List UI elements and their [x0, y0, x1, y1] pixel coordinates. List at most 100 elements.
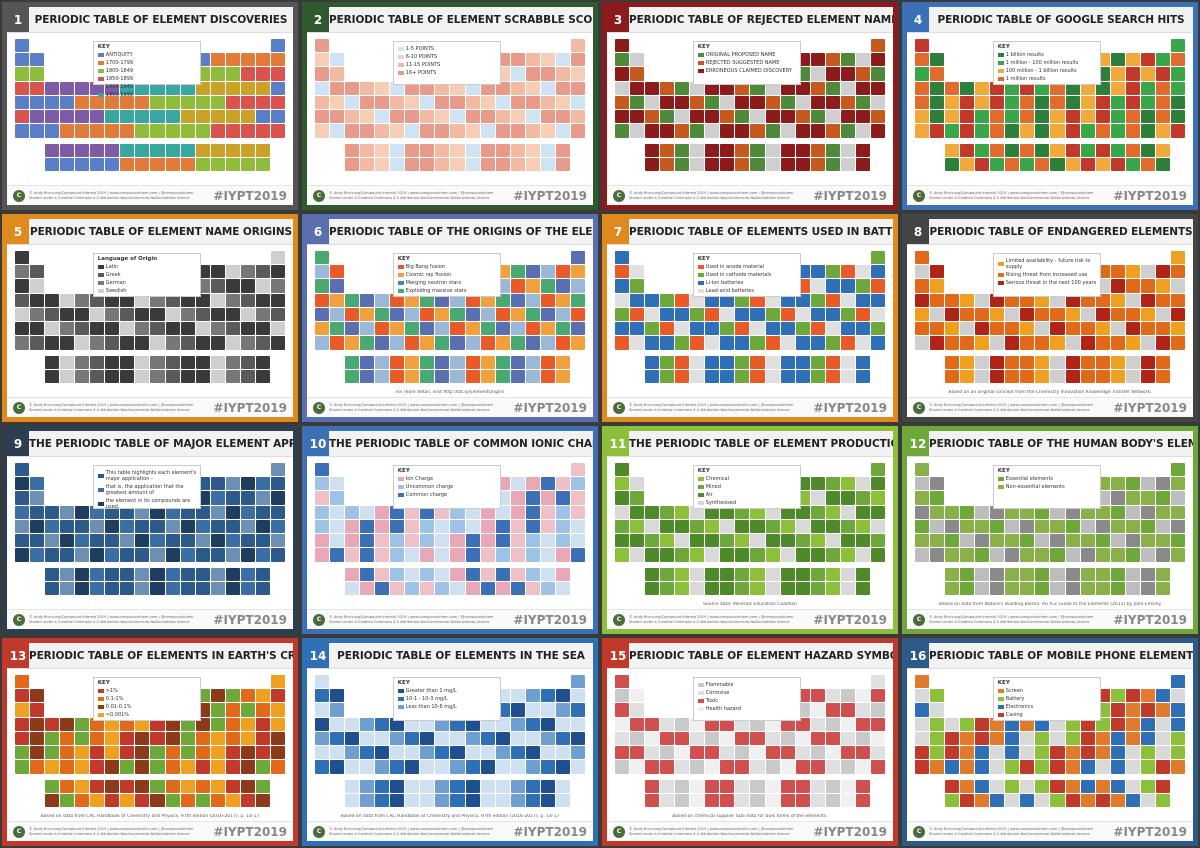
element-cell	[1170, 731, 1185, 746]
element-cell	[1170, 491, 1185, 505]
element-cell	[1035, 322, 1050, 336]
element-cell	[480, 548, 495, 562]
element-cell	[165, 307, 180, 322]
element-cell	[510, 110, 525, 124]
element-cell	[870, 505, 885, 519]
element-cell	[270, 746, 285, 760]
credit-line-1: © Andy Brunning/Compound Interest 2019 |…	[29, 614, 194, 619]
element-cell	[420, 157, 435, 171]
element-cell	[705, 581, 720, 595]
element-cell	[240, 95, 255, 110]
key-swatch	[697, 691, 704, 695]
element-cell	[15, 336, 30, 350]
element-cell	[210, 67, 225, 81]
element-cell	[645, 369, 660, 383]
element-cell	[375, 505, 390, 519]
element-cell	[510, 779, 525, 793]
element-cell	[1125, 793, 1140, 807]
key-swatch	[997, 69, 1004, 73]
element-cell	[960, 307, 975, 322]
element-cell	[945, 746, 960, 760]
element-cell	[45, 746, 60, 760]
compound-interest-logo: C	[913, 189, 925, 202]
element-cell	[540, 322, 555, 336]
element-cell	[1125, 157, 1140, 171]
element-cell	[60, 293, 75, 307]
poster-title-bar: 15 PERIODIC TABLE OF ELEMENT HAZARD SYMBO…	[607, 643, 893, 669]
element-cell	[720, 731, 735, 746]
element-cell	[375, 534, 390, 548]
element-cell	[120, 355, 135, 369]
key-label: Electronics	[1005, 704, 1034, 710]
poster-footer: C © Andy Brunning/Compound Interest 2019 …	[607, 185, 893, 205]
element-cell	[930, 124, 945, 138]
element-cell	[570, 67, 585, 81]
poster-number: 8	[907, 219, 929, 244]
element-cell	[240, 110, 255, 124]
hashtag: #IYPT2019	[813, 824, 887, 839]
key-swatch	[697, 265, 704, 269]
element-cell	[855, 124, 870, 138]
poster-footer: C © Andy Brunning/Compound Interest 2019 …	[307, 397, 593, 417]
element-cell	[1095, 157, 1110, 171]
element-cell	[870, 67, 885, 81]
element-cell	[1140, 157, 1155, 171]
element-cell	[45, 293, 60, 307]
element-cell	[825, 279, 840, 293]
element-cell	[375, 717, 390, 731]
element-cell	[990, 731, 1005, 746]
element-cell	[105, 307, 120, 322]
element-cell	[330, 110, 345, 124]
element-cell	[735, 760, 750, 774]
element-cell	[1080, 731, 1095, 746]
element-cell	[255, 322, 270, 336]
element-cell	[795, 369, 810, 383]
poster-footer: C © Andy Brunning/Compound Interest 2019 …	[7, 821, 293, 841]
compound-interest-logo: C	[313, 825, 325, 838]
element-cell	[120, 336, 135, 350]
key-item: Chemical	[697, 476, 797, 482]
element-cell	[225, 548, 240, 562]
element-cell	[270, 491, 285, 505]
element-cell	[120, 567, 135, 581]
element-cell	[330, 307, 345, 322]
element-cell	[525, 322, 540, 336]
key-label: Essential elements	[1005, 476, 1054, 482]
compound-interest-logo: C	[913, 401, 925, 414]
element-cell	[450, 143, 465, 157]
key-label: Greater than 1 mg/L	[405, 688, 457, 694]
poster: 1 PERIODIC TABLE OF ELEMENT DISCOVERIES KE…	[2, 2, 298, 210]
element-cell	[480, 336, 495, 350]
element-cell	[1110, 336, 1125, 350]
element-cell	[840, 717, 855, 731]
element-cell	[735, 369, 750, 383]
element-cell	[555, 53, 570, 67]
element-cell	[1155, 81, 1170, 95]
element-cell	[1035, 355, 1050, 369]
poster: 4 PERIODIC TABLE OF GOOGLE SEARCH HITS KEY…	[902, 2, 1198, 210]
element-cell	[960, 157, 975, 171]
element-cell	[720, 95, 735, 110]
element-cell	[360, 157, 375, 171]
element-cell	[225, 534, 240, 548]
element-cell	[390, 95, 405, 110]
element-cell	[750, 731, 765, 746]
element-cell	[240, 779, 255, 793]
element-cell	[60, 124, 75, 138]
element-cell	[15, 717, 30, 731]
element-cell	[30, 279, 45, 293]
element-cell	[180, 567, 195, 581]
compound-interest-logo: C	[313, 401, 325, 414]
element-cell	[750, 95, 765, 110]
element-cell	[1155, 124, 1170, 138]
element-cell	[375, 369, 390, 383]
key-swatch	[397, 705, 404, 709]
key-swatch	[397, 281, 404, 285]
element-cell	[105, 157, 120, 171]
element-cell	[210, 703, 225, 717]
element-cell	[240, 67, 255, 81]
compound-interest-logo: C	[913, 825, 925, 838]
element-cell	[1155, 279, 1170, 293]
element-cell	[45, 124, 60, 138]
element-cell	[540, 293, 555, 307]
